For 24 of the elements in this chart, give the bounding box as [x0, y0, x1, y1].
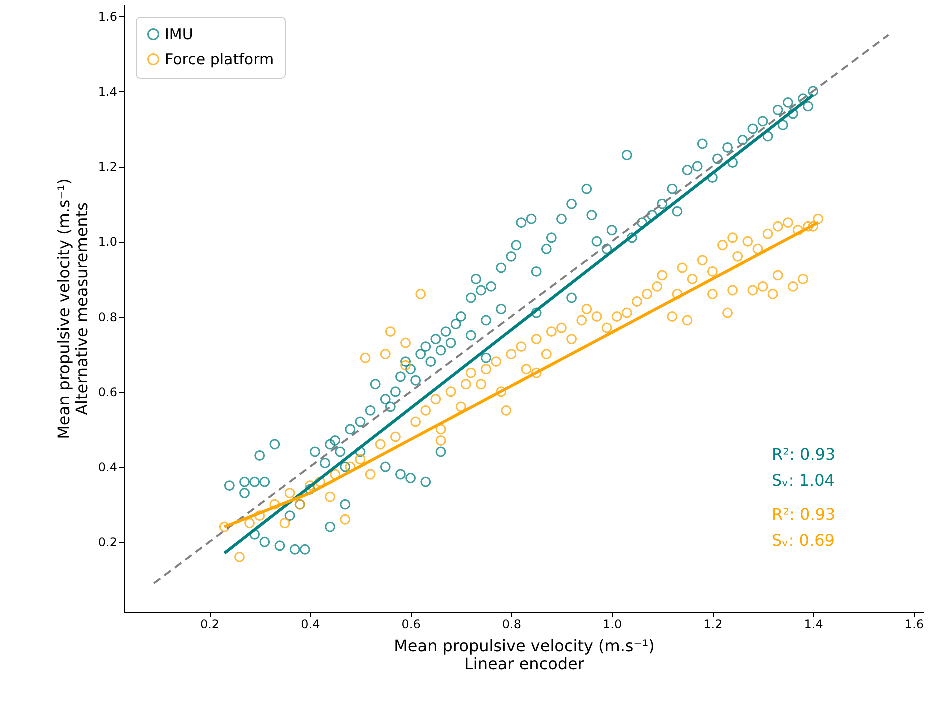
x-tick-label: 1.6 — [904, 618, 924, 632]
x-axis-title: Mean propulsive velocity (m.s⁻¹) Linear encoder — [394, 636, 655, 674]
y-tick-label: 0.8 — [98, 310, 118, 324]
annotation: R²: 0.93 — [772, 505, 836, 524]
y-axis-title: Mean propulsive velocity (m.s⁻¹) Alternative measurements — [54, 178, 92, 440]
x-tick-label: 1.4 — [804, 618, 824, 632]
x-tick-label: 0.6 — [402, 618, 421, 632]
annotation: Sᵥ: 0.69 — [772, 531, 835, 550]
x-tick-label: 0.2 — [200, 618, 220, 632]
y-tick-label: 1.2 — [98, 160, 118, 174]
y-tick-label: 1.0 — [98, 235, 118, 250]
y-tick-label: 0.2 — [98, 536, 118, 550]
legend-label: Force platform — [165, 50, 274, 68]
y-tick-label: 0.6 — [98, 385, 118, 400]
x-tick-label: 1.2 — [704, 618, 723, 632]
y-tick-label: 1.4 — [98, 84, 118, 99]
x-tick-label: 1.0 — [603, 618, 622, 632]
annotation: Sᵥ: 1.04 — [772, 471, 835, 490]
y-tick-label: 0.4 — [98, 460, 118, 475]
x-tick-label: 0.8 — [502, 618, 522, 632]
annotation: R²: 0.93 — [772, 445, 836, 464]
x-tick-label: 0.4 — [301, 618, 320, 632]
legend-label: IMU — [165, 26, 194, 44]
y-tick-label: 1.6 — [98, 10, 118, 24]
